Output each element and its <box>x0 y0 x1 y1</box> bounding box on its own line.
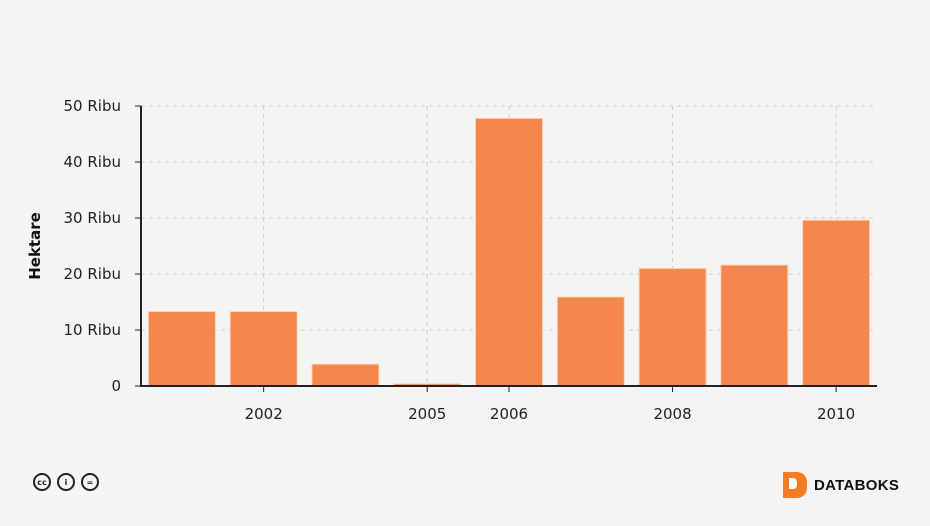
y-tick-label: 40 Ribu <box>64 153 121 171</box>
cc-icon: cc <box>33 473 51 491</box>
x-tick-label: 2010 <box>817 405 855 423</box>
bar <box>556 296 625 387</box>
y-tick-label: 10 Ribu <box>64 321 121 339</box>
databoks-logo: DATABOKS <box>783 472 899 498</box>
by-icon: i <box>57 473 75 491</box>
bar <box>475 117 543 387</box>
y-tick-label: 30 Ribu <box>64 209 121 227</box>
x-tick-label: 2006 <box>490 405 528 423</box>
databoks-logo-icon <box>783 472 807 498</box>
y-tick-label: 20 Ribu <box>64 265 121 283</box>
bar <box>802 219 871 387</box>
y-axis-label: Hektare <box>26 212 44 280</box>
x-tick-label: 2005 <box>408 405 446 423</box>
y-tick-label: 50 Ribu <box>64 97 121 115</box>
brand-name: DATABOKS <box>814 476 900 494</box>
x-tick-label: 2008 <box>653 405 691 423</box>
bar <box>147 311 216 387</box>
y-tick-label: 0 <box>111 377 121 395</box>
x-tick-label: 2002 <box>245 405 283 423</box>
bar <box>638 267 707 387</box>
bar <box>311 363 380 387</box>
bar <box>720 264 789 387</box>
license-icons: cc i = <box>33 473 99 491</box>
bar <box>229 311 298 387</box>
nd-icon: = <box>81 473 99 491</box>
